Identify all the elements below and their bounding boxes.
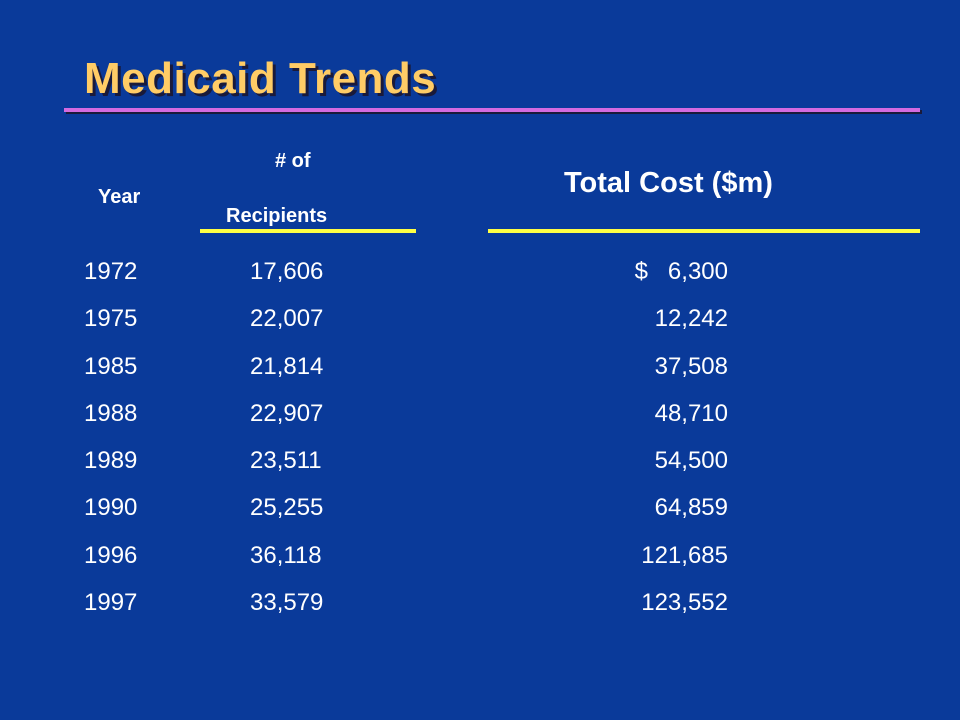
year-cell: 1985 <box>84 352 138 380</box>
recipients-cell: 22,007 <box>250 305 324 333</box>
column-header-recipients-line2: Recipients <box>226 205 328 227</box>
data-table: 1972 17,606 $ 6,300 1975 22,007 12,242 1… <box>0 253 960 631</box>
title-underline <box>64 108 920 112</box>
total-cost-cell: 54,500 <box>654 447 728 475</box>
column-header-total-cost: Total Cost ($m) <box>564 167 773 199</box>
table-row: 1997 33,579 123,552 <box>0 584 960 631</box>
table-row: 1972 17,606 $ 6,300 <box>0 253 960 300</box>
recipients-cell: 36,118 <box>250 541 322 569</box>
total-cost-cell: 121,685 <box>641 541 728 569</box>
table-row: 1996 36,118 121,685 <box>0 537 960 584</box>
year-cell: 1990 <box>84 494 138 522</box>
table-row: 1988 22,907 48,710 <box>0 395 960 442</box>
year-cell: 1975 <box>84 305 138 333</box>
year-cell: 1972 <box>84 258 138 285</box>
recipients-cell: 23,511 <box>250 447 322 475</box>
total-cost-cell: $ 6,300 <box>634 258 728 285</box>
year-cell: 1988 <box>84 399 138 427</box>
total-cost-cell: 123,552 <box>641 589 728 617</box>
recipients-cell: 22,907 <box>250 399 324 427</box>
total-cost-header-underline <box>488 229 920 233</box>
year-cell: 1989 <box>84 447 138 475</box>
year-cell: 1996 <box>84 541 138 569</box>
column-header-recipients-line1: # of <box>275 150 311 172</box>
table-row: 1990 25,255 64,859 <box>0 489 960 536</box>
recipients-cell: 33,579 <box>250 589 324 617</box>
year-cell: 1997 <box>84 589 138 617</box>
recipients-cell: 21,814 <box>250 352 324 380</box>
table-row: 1975 22,007 12,242 <box>0 300 960 347</box>
recipients-cell: 25,255 <box>250 494 324 522</box>
recipients-header-underline <box>200 229 416 233</box>
total-cost-cell: 37,508 <box>654 352 728 380</box>
recipients-cell: 17,606 <box>250 258 324 285</box>
total-cost-cell: 64,859 <box>654 494 728 522</box>
table-row: 1989 23,511 54,500 <box>0 442 960 489</box>
total-cost-cell: 12,242 <box>654 305 728 333</box>
column-header-year: Year <box>98 186 141 208</box>
total-cost-cell: 48,710 <box>654 399 728 427</box>
table-row: 1985 21,814 37,508 <box>0 348 960 395</box>
slide-title: Medicaid Trends <box>84 54 437 103</box>
